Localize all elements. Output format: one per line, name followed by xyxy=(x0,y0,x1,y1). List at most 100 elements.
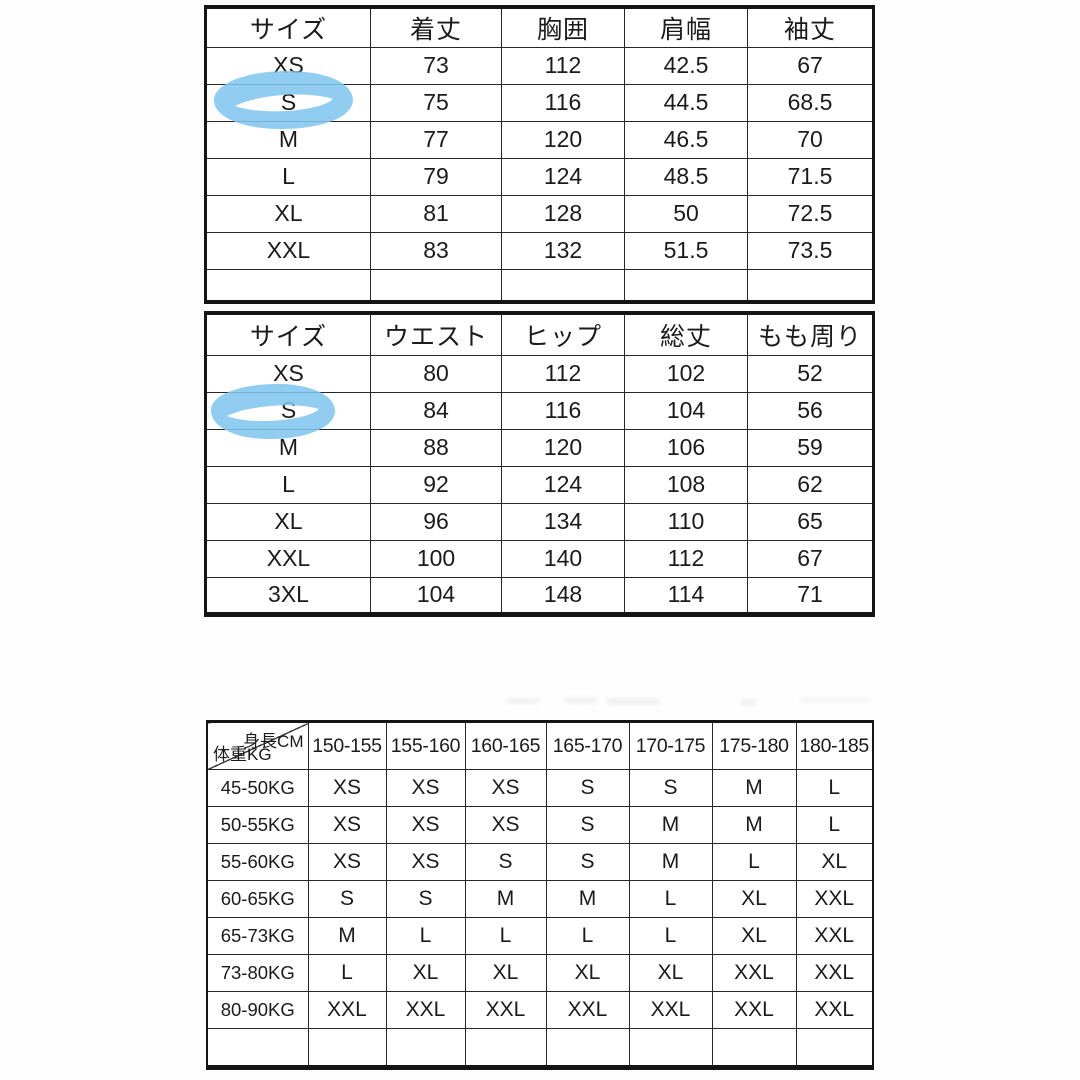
table-row: XXL 83 132 51.5 73.5 xyxy=(205,231,874,270)
tops-header-row: サイズ 着丈 胸囲 肩幅 袖丈 xyxy=(205,6,874,48)
cell: 140 xyxy=(501,539,625,578)
cell: S xyxy=(545,843,630,881)
cell: 67 xyxy=(747,46,874,85)
table-row: XS 80 112 102 52 xyxy=(205,354,874,393)
matrix-row: 73-80KG L XL XL XL XL XXL XXL xyxy=(206,954,874,992)
cell: S xyxy=(545,769,630,807)
cell: 44.5 xyxy=(624,83,748,122)
cell: XXL xyxy=(795,917,874,955)
cell: XXL xyxy=(795,954,874,992)
cell: 120 xyxy=(501,120,625,159)
cell: L xyxy=(307,954,387,992)
bottoms-header-row: サイズ ウエスト ヒップ 総丈 もも周り xyxy=(205,312,874,356)
size-label-cell: S xyxy=(205,391,371,430)
cell: S xyxy=(385,880,466,918)
cell: 52 xyxy=(747,354,874,393)
cell: 62 xyxy=(747,465,874,504)
artifact-smudge xyxy=(565,698,597,703)
cell: 108 xyxy=(624,465,748,504)
bottoms-size-table: サイズ ウエスト ヒップ 総丈 もも周り XS 80 112 102 52 S … xyxy=(204,311,875,617)
cell: XXL xyxy=(795,991,874,1029)
cell: 67 xyxy=(747,539,874,578)
cell: 104 xyxy=(370,576,502,615)
cell: 59 xyxy=(747,428,874,467)
size-label-cell: XXL xyxy=(205,539,371,578)
cell: XS xyxy=(464,806,547,844)
cell: 104 xyxy=(624,391,748,430)
cell: 73.5 xyxy=(747,231,874,270)
weight-label-cell: 60-65KG xyxy=(206,880,309,918)
weight-label-cell: 73-80KG xyxy=(206,954,309,992)
table-row: 3XL 104 148 114 71 xyxy=(205,576,874,615)
weight-label-cell: 65-73KG xyxy=(206,917,309,955)
cell: XS xyxy=(385,843,466,881)
cell: 56 xyxy=(747,391,874,430)
height-column-header: 150-155 xyxy=(307,721,387,770)
cell: 72.5 xyxy=(747,194,874,233)
cell: 112 xyxy=(501,354,625,393)
cell: L xyxy=(795,769,874,807)
cell: 70 xyxy=(747,120,874,159)
matrix-row: 60-65KG S S M M L XL XXL xyxy=(206,880,874,918)
cell: 128 xyxy=(501,194,625,233)
table-row: M 77 120 46.5 70 xyxy=(205,120,874,159)
cell: 81 xyxy=(370,194,502,233)
cell: XL xyxy=(711,880,797,918)
cell: 112 xyxy=(624,539,748,578)
cell: S xyxy=(545,806,630,844)
cell: 68.5 xyxy=(747,83,874,122)
table-row-highlighted: S 84 116 104 56 xyxy=(205,391,874,430)
cell: XXL xyxy=(464,991,547,1029)
size-label-cell: M xyxy=(205,428,371,467)
cell: XXL xyxy=(711,991,797,1029)
size-label-cell: XL xyxy=(205,194,371,233)
cell: M xyxy=(711,806,797,844)
matrix-row: 50-55KG XS XS XS S M M L xyxy=(206,806,874,844)
cell: 102 xyxy=(624,354,748,393)
empty-cell xyxy=(501,268,625,303)
matrix-row: 80-90KG XXL XXL XXL XXL XXL XXL XXL xyxy=(206,991,874,1029)
empty-cell xyxy=(747,268,874,303)
size-label-cell: S xyxy=(205,83,371,122)
cell: L xyxy=(385,917,466,955)
empty-cell xyxy=(370,268,502,303)
cell: XL xyxy=(711,917,797,955)
cell: 132 xyxy=(501,231,625,270)
cell: 48.5 xyxy=(624,157,748,196)
empty-cell xyxy=(795,1028,874,1068)
cell: 114 xyxy=(624,576,748,615)
matrix-header-row: 身長CM 体重KG 150-155 155-160 160-165 165-17… xyxy=(206,721,874,770)
cell: XS xyxy=(307,843,387,881)
cell: XL xyxy=(545,954,630,992)
cell: 124 xyxy=(501,465,625,504)
cell: XXL xyxy=(385,991,466,1029)
height-column-header: 160-165 xyxy=(464,721,547,770)
column-header: 総丈 xyxy=(624,312,748,356)
empty-cell xyxy=(545,1028,630,1068)
matrix-row: 65-73KG M L L L L XL XXL xyxy=(206,917,874,955)
corner-weight-label: 体重KG xyxy=(213,745,272,764)
corner-height-label: 身長CM xyxy=(243,732,304,751)
cell: XXL xyxy=(711,954,797,992)
artifact-smudge xyxy=(607,699,659,704)
size-label-cell: XS xyxy=(205,46,371,85)
empty-cell xyxy=(385,1028,466,1068)
cell: 100 xyxy=(370,539,502,578)
cell: 83 xyxy=(370,231,502,270)
cell: XL xyxy=(464,954,547,992)
cell: 84 xyxy=(370,391,502,430)
column-header: 着丈 xyxy=(370,6,502,48)
size-label-cell: XXL xyxy=(205,231,371,270)
height-column-header: 175-180 xyxy=(711,721,797,770)
cell: 96 xyxy=(370,502,502,541)
artifact-smudge xyxy=(800,698,870,702)
cell: M xyxy=(307,917,387,955)
cell: XXL xyxy=(795,880,874,918)
table-row: XL 96 134 110 65 xyxy=(205,502,874,541)
matrix-row: 55-60KG XS XS S S M L XL xyxy=(206,843,874,881)
column-header: 肩幅 xyxy=(624,6,748,48)
cell: 79 xyxy=(370,157,502,196)
artifact-smudge xyxy=(507,699,539,703)
height-column-header: 155-160 xyxy=(385,721,466,770)
cell: S xyxy=(464,843,547,881)
